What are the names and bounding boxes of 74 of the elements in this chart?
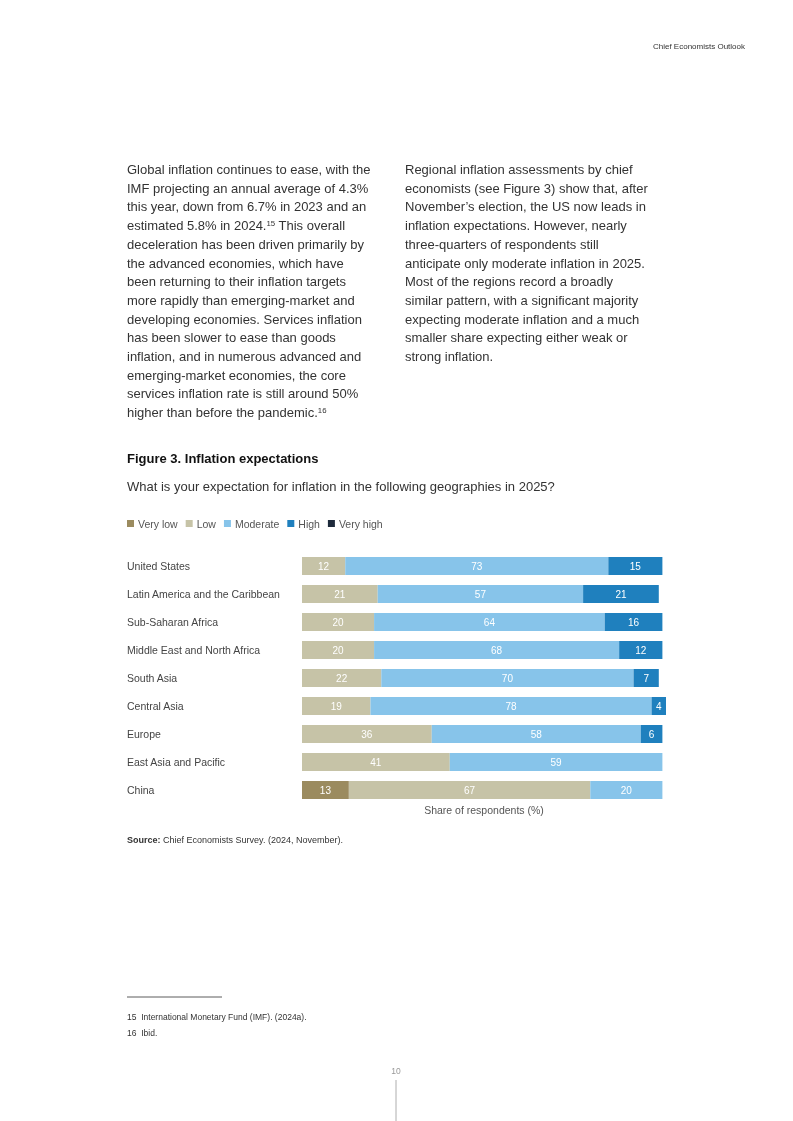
- chart-title: Figure 3. Inflation expectations: [127, 451, 319, 466]
- source-note: Source: Chief Economists Survey. (2024, November).: [127, 835, 343, 845]
- bar: [590, 781, 663, 799]
- data-label: 4: [656, 700, 663, 712]
- text: Regional inflation assessments by chief economists (see Figure 3) show that, after November’s election, the US now leads in inflation expectations. However, nearly three-quarters of respondents still anticipate only moderate inflation in 2025. Most of the regions record a broadly similar pattern, with a significant majority expecting moderate inflation and a much smaller share expecting either weak or strong inflation.: [405, 162, 648, 364]
- data-label: 22: [336, 672, 348, 684]
- data-label: 41: [370, 756, 382, 768]
- bar: [374, 613, 605, 631]
- data-label: 16: [628, 616, 640, 628]
- data-label: 19: [330, 700, 343, 712]
- y-tick-label: Europe: [127, 727, 162, 740]
- text: 15 International Monetary Fund (IMF). (2024a).: [127, 1012, 307, 1022]
- bar: [608, 557, 663, 575]
- y-tick-label: Middle East and North Africa: [127, 643, 261, 656]
- bar: [302, 557, 346, 575]
- y-tick-label: Central Asia: [127, 699, 184, 712]
- y-tick-label: Latin America and the Caribbean: [127, 587, 281, 600]
- legend-label: Low: [196, 517, 217, 530]
- bar: [619, 641, 663, 659]
- data-label: 64: [483, 616, 496, 628]
- data-label: 13: [319, 784, 332, 796]
- y-tick-label: China: [127, 783, 155, 796]
- data-label: 21: [615, 588, 627, 600]
- bar: [583, 585, 659, 603]
- data-label: 73: [471, 560, 483, 572]
- bar: [370, 697, 652, 715]
- y-tick-label: United States: [127, 559, 191, 572]
- data-label: 20: [620, 784, 633, 796]
- text: Global inflation continues to ease, with the IMF projecting an annual average of 4.3% this year, down from 6.7% in 2023 and an estimated 5.8% in 2024.$^{15}$ This overall deceleration has been driven primarily by the advanced economies, which have been returning to their inflation targets more rapidly than emerging-market and developing economies. Services inflation has been slower to ease than goods inflation, and in numerous advanced and emerging-market economies, the core services inflation rate is still around 50% higher than before the pandemic.$^{16}$: [127, 162, 371, 421]
- bar: [377, 585, 584, 603]
- data-label: 21: [334, 588, 346, 600]
- bar: [302, 669, 382, 687]
- data-label: 6: [648, 728, 655, 740]
- data-label: 15: [629, 560, 642, 572]
- legend-label: Very low: [138, 517, 179, 530]
- bar: [302, 641, 375, 659]
- bar: [431, 725, 641, 743]
- text: Chief Economists Outlook: [652, 42, 746, 51]
- data-label: 20: [332, 644, 345, 656]
- data-label: 68: [491, 644, 503, 656]
- chart-subtitle: What is your expectation for inflation in the following geographies in 2025?: [127, 479, 555, 494]
- bar: [302, 697, 371, 715]
- data-label: 36: [361, 728, 373, 740]
- bar: [302, 585, 378, 603]
- y-tick-label: Sub-Saharan Africa: [127, 615, 219, 628]
- bar: [302, 753, 450, 771]
- data-label: 70: [501, 672, 514, 684]
- data-label: 57: [474, 588, 487, 600]
- bar: [345, 557, 609, 575]
- data-label: 78: [505, 700, 518, 712]
- bar: [302, 613, 375, 631]
- legend-label: Moderate: [234, 517, 280, 530]
- bar: [302, 781, 349, 799]
- data-label: 59: [550, 756, 563, 768]
- bar: [374, 641, 620, 659]
- text: 16 Ibid.: [127, 1028, 158, 1038]
- data-label: 7: [643, 672, 650, 684]
- data-label: 58: [530, 728, 543, 740]
- y-tick-label: South Asia: [127, 671, 178, 684]
- x-axis-title: Share of respondents (%): [424, 804, 544, 816]
- data-label: 12: [318, 560, 330, 572]
- data-label: 12: [635, 644, 647, 656]
- bar: [604, 613, 663, 631]
- bar: [381, 669, 634, 687]
- bar: [348, 781, 591, 799]
- bar: [633, 669, 659, 687]
- data-label: 67: [464, 784, 476, 796]
- y-tick-label: East Asia and Pacific: [127, 755, 226, 768]
- legend-label: Very high: [338, 517, 383, 530]
- bar: [302, 725, 432, 743]
- legend-label: High: [298, 517, 321, 530]
- data-label: 20: [332, 616, 345, 628]
- bar: [449, 753, 663, 771]
- text: 10: [391, 1066, 401, 1076]
